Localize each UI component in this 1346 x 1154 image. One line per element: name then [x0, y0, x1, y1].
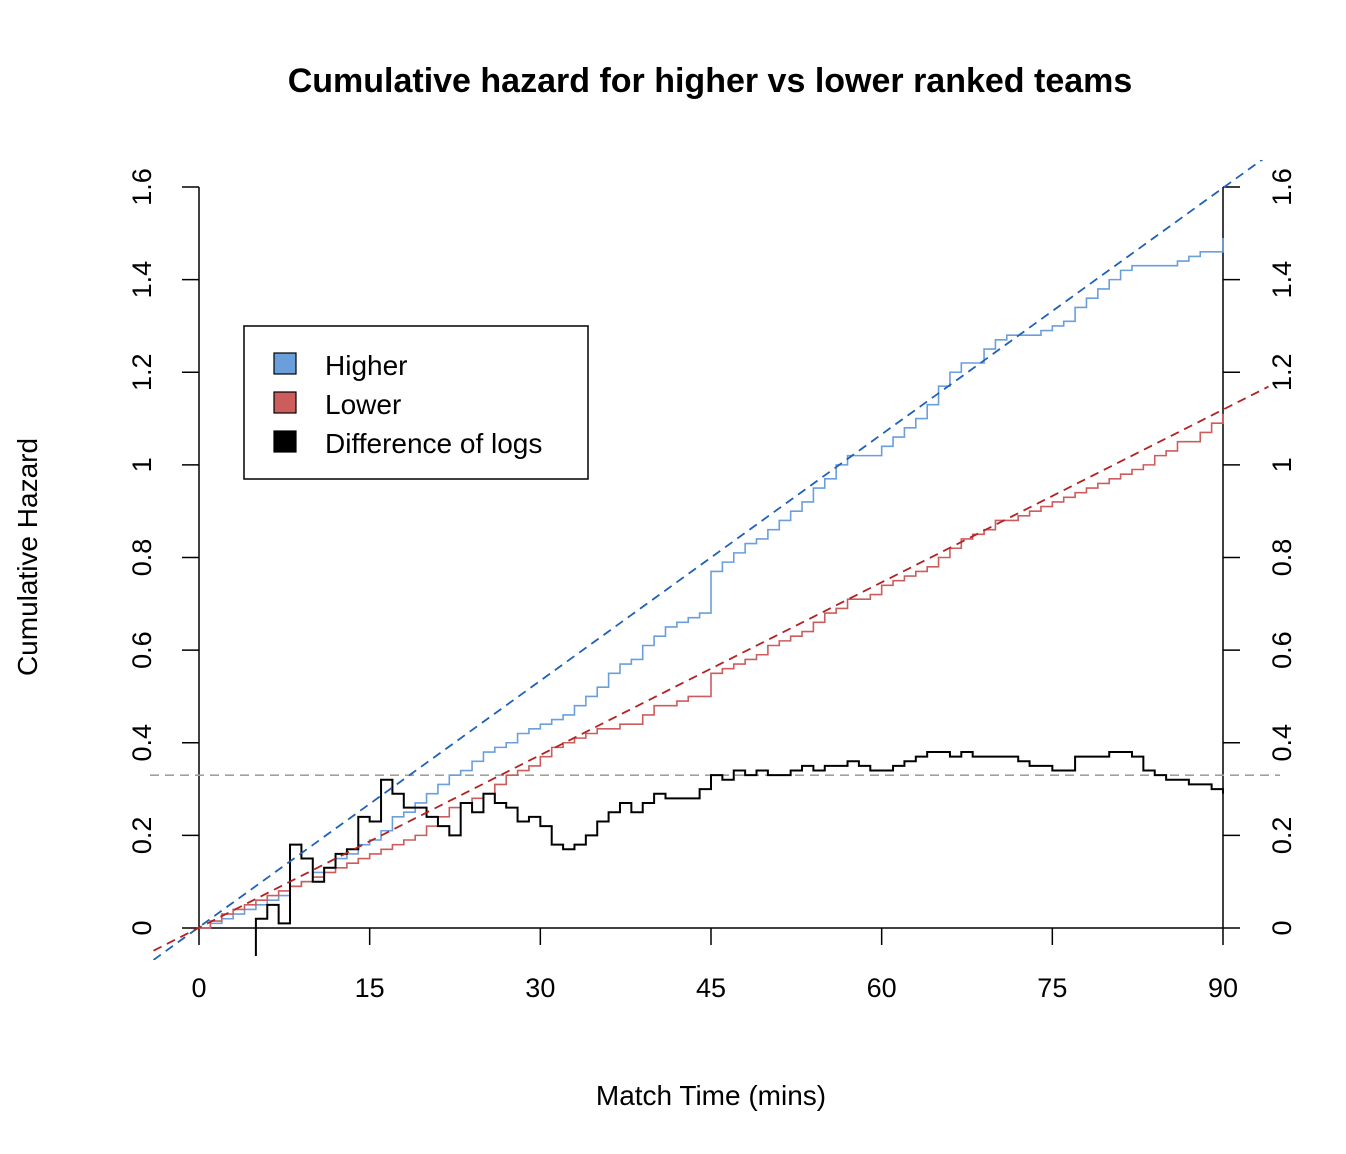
legend: Higher Lower Difference of logs [243, 325, 589, 480]
x-tick-label: 0 [191, 973, 206, 1003]
legend-label-difference: Difference of logs [325, 428, 542, 459]
legend-box [243, 325, 589, 480]
y-tick-label-right: 1.6 [1267, 168, 1297, 206]
legend-swatch-higher [273, 352, 297, 375]
y-tick-label-right: 0.2 [1267, 817, 1297, 855]
y-tick-label-left: 0 [127, 920, 157, 935]
x-tick-label: 45 [696, 973, 726, 1003]
axes: 0 15 30 45 60 75 90 0 0 0.2 0.2 0.4 0.4 0.6 0.6 0.8 0.8 1… [127, 168, 1297, 1003]
series-lower-fit [153, 385, 1269, 952]
y-tick-label-left: 0.6 [127, 631, 157, 669]
y-tick-label-right: 1.4 [1267, 261, 1297, 299]
y-tick-label-right: 1 [1267, 457, 1297, 472]
y-tick-label-left: 0.4 [127, 724, 157, 762]
x-tick-label: 30 [525, 973, 555, 1003]
series-higher-fit [152, 160, 1264, 960]
y-axis-label: Cumulative Hazard [12, 438, 43, 676]
x-tick-label: 75 [1037, 973, 1067, 1003]
legend-label-higher: Higher [325, 350, 407, 381]
series-layer [150, 160, 1280, 960]
x-tick-label: 60 [867, 973, 897, 1003]
legend-label-lower: Lower [325, 389, 401, 420]
x-axis-label: Match Time (mins) [596, 1080, 826, 1111]
y-tick-label-left: 0.2 [127, 817, 157, 855]
series-lower [199, 413, 1224, 929]
y-tick-label-right: 0.8 [1267, 539, 1297, 577]
series-difference-of-logs [254, 751, 1224, 956]
y-tick-label-left: 1 [127, 457, 157, 472]
legend-swatch-difference [273, 430, 297, 453]
y-tick-label-left: 1.2 [127, 353, 157, 391]
x-tick-label: 90 [1208, 973, 1238, 1003]
x-tick-label: 15 [355, 973, 385, 1003]
series-higher [199, 237, 1224, 929]
y-tick-label-right: 0.6 [1267, 631, 1297, 669]
y-tick-label-right: 0 [1267, 920, 1297, 935]
y-tick-label-left: 1.4 [127, 261, 157, 299]
chart-title: Cumulative hazard for higher vs lower ra… [288, 62, 1133, 100]
y-tick-label-left: 0.8 [127, 539, 157, 577]
y-tick-label-right: 0.4 [1267, 724, 1297, 762]
y-tick-label-left: 1.6 [127, 168, 157, 206]
y-tick-label-right: 1.2 [1267, 353, 1297, 391]
legend-swatch-lower [273, 391, 297, 414]
